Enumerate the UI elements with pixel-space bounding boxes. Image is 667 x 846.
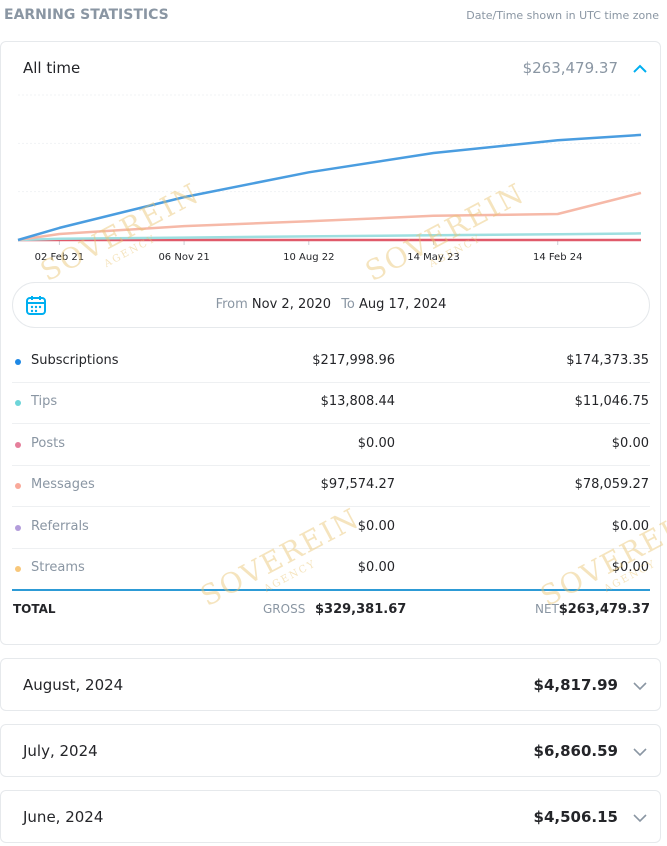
expand-chevron[interactable]	[632, 746, 648, 758]
row-net: $174,373.35	[566, 353, 649, 368]
from-label: From	[215, 297, 248, 312]
row-name[interactable]: Messages	[31, 477, 95, 493]
x-tick-label: 02 Feb 21	[35, 252, 85, 263]
breakdown-row: Messages $97,574.27 $78,059.27	[12, 465, 650, 508]
row-gross: $0.00	[357, 518, 395, 534]
all-time-amount: $263,479.37	[522, 59, 618, 77]
series-line	[17, 133, 642, 242]
series-line	[17, 232, 642, 242]
legend-dot	[15, 524, 21, 531]
x-tick-label: 10 Aug 22	[283, 252, 334, 263]
month-amount: $6,860.59	[533, 742, 618, 760]
x-tick-label: 14 May 23	[407, 252, 459, 263]
breakdown-row: Referrals $0.00 $0.00	[12, 507, 650, 549]
timezone-note: Date/Time shown in UTC time zone	[466, 9, 659, 22]
section-title: EARNING STATISTICS	[4, 7, 169, 23]
row-name[interactable]: Streams	[31, 560, 85, 575]
total-divider	[12, 589, 650, 591]
breakdown-row: Posts $0.00 $0.00	[12, 424, 650, 466]
date-range[interactable]: From Nov 2, 2020 To Aug 17, 2024	[12, 282, 650, 328]
expand-chevron[interactable]	[632, 812, 648, 824]
legend-dot	[15, 359, 21, 365]
row-name[interactable]: Tips	[31, 394, 58, 410]
all-time-label[interactable]: All time	[23, 59, 81, 77]
legend-dot	[15, 441, 21, 448]
calendar-icon	[26, 296, 46, 315]
row-gross: $0.00	[357, 560, 395, 575]
row-gross: $97,574.27	[320, 477, 395, 493]
row-net: $11,046.75	[574, 394, 649, 410]
collapse-chevron[interactable]	[632, 62, 648, 74]
row-net: $78,059.27	[574, 477, 649, 493]
breakdown-row: Streams $0.00 $0.00	[12, 548, 650, 590]
row-gross: $13,808.44	[320, 394, 395, 410]
from-date: Nov 2, 2020	[251, 297, 332, 312]
series-line	[17, 191, 642, 242]
breakdown-row: Subscriptions $217,998.96 $174,373.35	[12, 341, 650, 383]
month-amount: $4,817.99	[533, 676, 618, 694]
range-text: From Nov 2, 2020 To Aug 17, 2024	[13, 297, 649, 312]
legend-dot	[15, 400, 21, 407]
month-amount: $4,506.15	[533, 808, 618, 826]
row-name[interactable]: Subscriptions	[31, 353, 119, 368]
breakdown-row: Tips $13,808.44 $11,046.75	[12, 382, 650, 425]
earnings-chart: 02 Feb 21 06 Nov 21 10 Aug 22 14 May 23 14 F…	[17, 94, 642, 263]
legend-dot	[15, 483, 21, 490]
row-net: $0.00	[611, 435, 649, 451]
row-name[interactable]: Posts	[31, 435, 65, 451]
month-card[interactable]: August, 2024 $4,817.99	[0, 658, 661, 711]
legend-dot	[15, 566, 21, 572]
month-card[interactable]: July, 2024 $6,860.59	[0, 724, 661, 777]
month-card[interactable]: June, 2024 $4,506.15	[0, 790, 661, 843]
net-label: NET	[535, 602, 559, 616]
x-tick-label: 14 Feb 24	[533, 252, 583, 263]
row-net: $0.00	[611, 518, 649, 534]
x-tick-label: 06 Nov 21	[158, 252, 209, 263]
to-label: To	[341, 297, 355, 312]
month-label: July, 2024	[23, 742, 98, 760]
row-gross: $0.00	[357, 435, 395, 451]
row-name[interactable]: Referrals	[31, 518, 89, 534]
gross-label: GROSS	[263, 602, 306, 616]
row-gross: $217,998.96	[312, 353, 395, 368]
gross-total: $329,381.67	[315, 602, 407, 617]
to-date: Aug 17, 2024	[359, 297, 447, 312]
net-total: $263,479.37	[558, 602, 650, 617]
month-label: August, 2024	[23, 676, 124, 694]
month-label: June, 2024	[23, 808, 104, 826]
expand-chevron[interactable]	[632, 680, 648, 692]
total-label: TOTAL	[13, 602, 56, 616]
row-net: $0.00	[611, 560, 649, 575]
